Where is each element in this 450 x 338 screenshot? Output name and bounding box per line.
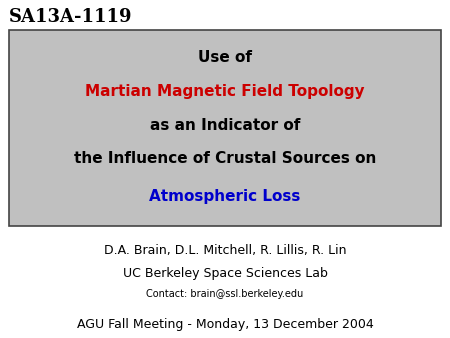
Text: as an Indicator of: as an Indicator of xyxy=(150,118,300,132)
Text: UC Berkeley Space Sciences Lab: UC Berkeley Space Sciences Lab xyxy=(122,267,328,280)
Text: D.A. Brain, D.L. Mitchell, R. Lillis, R. Lin: D.A. Brain, D.L. Mitchell, R. Lillis, R.… xyxy=(104,244,346,257)
Text: SA13A-1119: SA13A-1119 xyxy=(9,8,132,26)
Text: Contact: brain@ssl.berkeley.edu: Contact: brain@ssl.berkeley.edu xyxy=(146,289,304,299)
Text: AGU Fall Meeting - Monday, 13 December 2004: AGU Fall Meeting - Monday, 13 December 2… xyxy=(76,318,373,331)
FancyBboxPatch shape xyxy=(9,30,441,226)
Text: Atmospheric Loss: Atmospheric Loss xyxy=(149,189,301,203)
Text: Martian Magnetic Field Topology: Martian Magnetic Field Topology xyxy=(85,84,365,99)
Text: the Influence of Crustal Sources on: the Influence of Crustal Sources on xyxy=(74,151,376,166)
Text: Use of: Use of xyxy=(198,50,252,65)
